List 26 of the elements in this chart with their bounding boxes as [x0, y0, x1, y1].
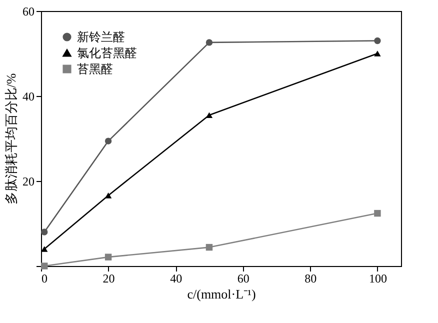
x-tick-label: 80	[304, 272, 317, 286]
y-tick-label: 40	[22, 90, 34, 104]
x-tick-label: 60	[237, 272, 250, 286]
x-tick-label: 100	[368, 272, 387, 286]
x-tick-label: 20	[102, 272, 115, 286]
x-axis-title: c/(mmol·L⁻¹)	[187, 286, 256, 302]
y-axis-title: 多肽消耗平均百分比/%	[4, 73, 18, 205]
point	[206, 244, 213, 251]
point	[41, 246, 48, 252]
x-tick-label: 40	[170, 272, 182, 286]
point	[374, 37, 381, 44]
legend-label: 氯化苔黑醛	[77, 46, 137, 60]
point	[104, 138, 112, 144]
point	[104, 192, 112, 198]
legend-label: 新铃兰醛	[77, 30, 125, 44]
point	[206, 39, 213, 46]
point	[104, 254, 112, 260]
point	[374, 50, 381, 56]
y-tick-label: 60	[22, 4, 34, 18]
x-tick-label: 0	[42, 272, 48, 286]
y-tick-label: 20	[22, 174, 34, 188]
point	[374, 210, 381, 217]
legend-label: 苔黑醛	[77, 62, 113, 76]
point	[206, 112, 213, 118]
point	[41, 262, 48, 270]
point	[41, 228, 48, 236]
